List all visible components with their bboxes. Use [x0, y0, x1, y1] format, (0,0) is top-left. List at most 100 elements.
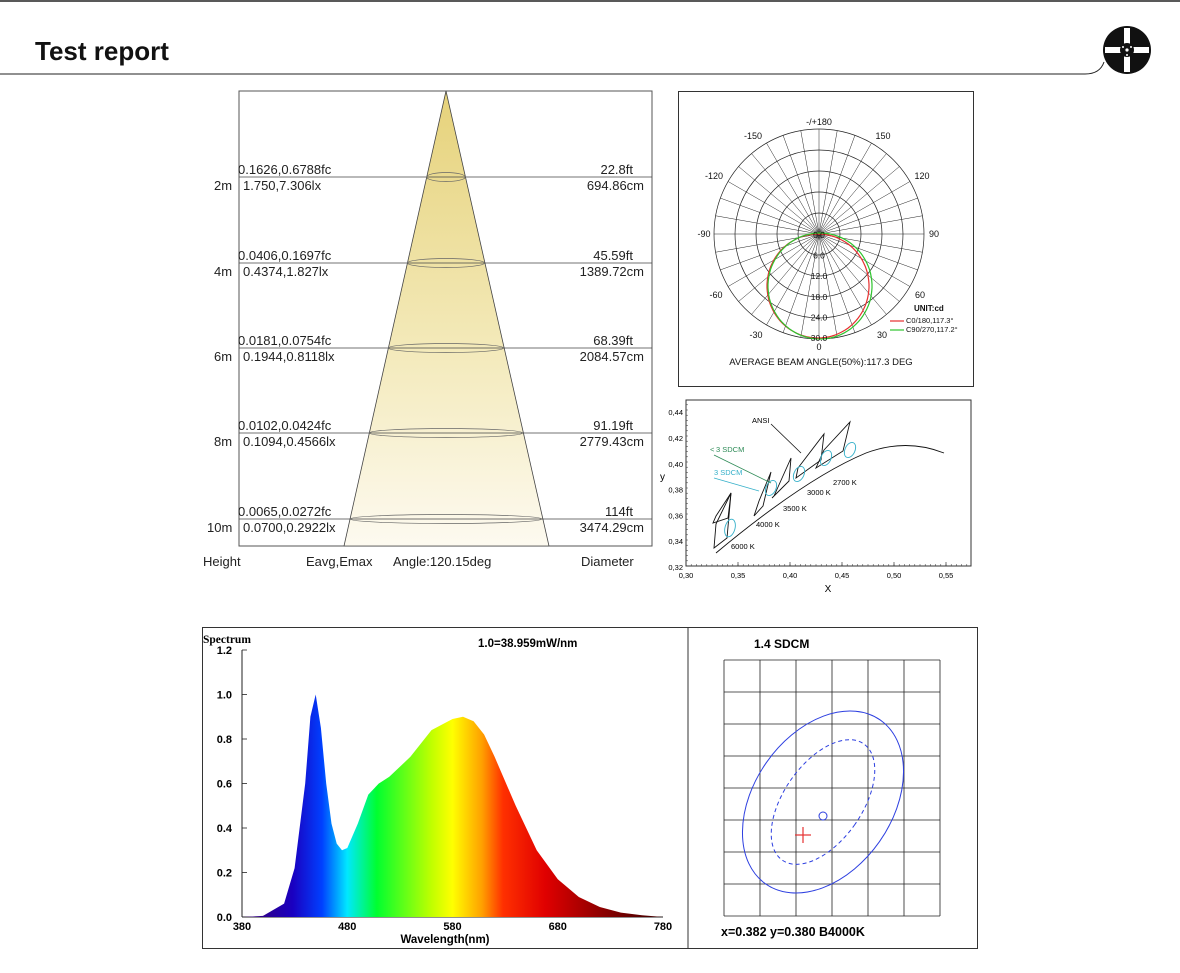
cie-cct-4000: 4000 K: [756, 520, 780, 529]
polar-radial-label: 30.0: [811, 333, 828, 343]
cie-y-tick: 0,36: [668, 511, 683, 520]
polar-angle-label: -90: [697, 229, 710, 239]
cie-label-sdcm-b: 3 SDCM: [714, 468, 742, 477]
polar-radial-label: 0.0: [813, 230, 825, 240]
polar-spoke: [782, 135, 820, 235]
polar-legend-c0: C0/180,117.3°: [906, 316, 953, 325]
polar-spoke: [738, 233, 820, 302]
cie-y-tick: 0,34: [668, 537, 683, 546]
polar-radial-label: 12.0: [811, 271, 828, 281]
cone-footer-diameter: Diameter: [581, 554, 634, 569]
polar-caption: AVERAGE BEAM ANGLE(50%):117.3 DEG: [729, 357, 912, 368]
cone-footer-eavg: Eavg,Emax: [306, 554, 373, 569]
sdcm-measured-point: [795, 827, 811, 843]
polar-angle-label: 60: [915, 290, 925, 300]
cone-illum-fc: 0.0102,0.0424fc: [238, 418, 332, 433]
polar-intensity-curve: [766, 233, 870, 339]
cone-illum-fc: 0.1626,0.6788fc: [238, 162, 332, 177]
sdcm-ellipse-inner: [770, 739, 876, 865]
polar-angle-label: -/+180: [806, 117, 832, 127]
cie-cct-6000: 6000 K: [731, 542, 755, 551]
page-title: Test report: [35, 36, 169, 66]
polar-spoke: [818, 135, 856, 235]
polar-diagram: -/+180 -150 150 -120 120 -90 90 -60 60 -30 30 0 0.0 6…: [678, 91, 974, 387]
polar-angle-label: 30: [877, 330, 887, 340]
cone-height-label: 4m: [214, 264, 232, 279]
cone-footer-height: Height: [203, 554, 241, 569]
polar-radial-label: 24.0: [811, 312, 828, 322]
polar-spoke: [818, 233, 887, 315]
cie-x-tick: 0,40: [783, 571, 798, 580]
spectrum-y-tick: 0.4: [217, 823, 233, 835]
polar-spoke: [818, 215, 923, 235]
polar-spoke: [782, 233, 820, 333]
header-rule: [0, 0, 1180, 75]
polar-angle-label: -60: [709, 290, 722, 300]
cie-ylabel: y: [660, 472, 665, 483]
polar-spoke: [800, 233, 820, 338]
cone-level-ellipse: [349, 514, 543, 524]
polar-spoke: [818, 142, 872, 235]
cone-height-label: 8m: [214, 434, 232, 449]
cie-xlabel: X: [825, 584, 832, 595]
cone-height-label: 6m: [214, 349, 232, 364]
spectrum-label: Spectrum: [203, 634, 251, 646]
cone-level-ellipse: [388, 343, 504, 353]
polar-legend-c90: C90/270,117.2°: [906, 325, 958, 334]
cie-label-sdcm-a-prefix: <: [710, 445, 715, 454]
polar-spoke: [818, 233, 918, 271]
spectrum-y-tick: 0.0: [217, 912, 232, 924]
spectrum-y-tick: 0.6: [217, 779, 232, 791]
polar-angle-label: 120: [914, 171, 929, 181]
sdcm-title: 1.4 SDCM: [754, 637, 809, 651]
spectrum-x-tick: 780: [654, 921, 672, 933]
polar-spoke: [766, 233, 820, 326]
cone-diam-cm: 2084.57cm: [580, 349, 644, 364]
cie-y-tick: 0,40: [668, 460, 683, 469]
polar-spoke: [720, 197, 820, 235]
cie-y-tick: 0,42: [668, 434, 683, 443]
sdcm-footer: x=0.382 y=0.380 B4000K: [721, 925, 865, 939]
spectrum-scale-note: 1.0=38.959mW/nm: [478, 638, 577, 650]
cone-illum-fc: 0.0065,0.0272fc: [238, 504, 332, 519]
cone-height-label: 10m: [207, 520, 232, 535]
cone-illum-lx: 0.1944,0.8118lx: [243, 349, 335, 364]
cone-diam-cm: 3474.29cm: [580, 520, 644, 535]
polar-spoke: [738, 166, 820, 235]
polar-spoke: [818, 166, 900, 235]
spectrum-x-tick: 580: [443, 921, 461, 933]
cone-diam-cm: 2779.43cm: [580, 434, 644, 449]
spectrum-panel: Spectrum 1.0=38.959mW/nm Wavelength(nm) …: [202, 627, 978, 949]
cie-cct-3500: 3500 K: [783, 504, 807, 513]
polar-radial-label: 6.0: [813, 251, 825, 261]
polar-angle-label: 150: [875, 131, 890, 141]
spectrum-y-tick: 1.2: [217, 645, 232, 657]
polar-spoke: [751, 153, 820, 235]
polar-intensity-curve: [767, 232, 873, 340]
cone-height-label: 2m: [214, 178, 232, 193]
spectrum-y-tick: 0.8: [217, 734, 232, 746]
cone-illum-fc: 0.0406,0.1697fc: [238, 248, 332, 263]
polar-angle-label: -120: [705, 171, 723, 181]
cone-level-ellipse: [426, 172, 466, 182]
cone-diam-cm: 694.86cm: [587, 178, 644, 193]
cone-diam-cm: 1389.72cm: [580, 264, 644, 279]
spectrum-x-tick: 680: [549, 921, 567, 933]
polar-unit: UNIT:cd: [914, 304, 944, 313]
spectrum-area: [242, 694, 663, 917]
polar-spoke: [818, 233, 911, 287]
spectrum-xlabel: Wavelength(nm): [400, 934, 489, 946]
cie-y-tick: 0,32: [668, 563, 683, 572]
cone-diam-ft: 45.59ft: [593, 248, 633, 263]
polar-spoke: [727, 181, 820, 235]
cone-diam-ft: 91.19ft: [593, 418, 633, 433]
polar-spoke: [818, 181, 911, 235]
sdcm-target-point: [818, 811, 828, 821]
polar-spoke: [818, 233, 900, 302]
polar-spoke: [766, 142, 820, 235]
spectrum-y-tick: 1.0: [217, 690, 232, 702]
cie-y-tick: 0,38: [668, 486, 683, 495]
spectrum-x-tick: 480: [338, 921, 356, 933]
cone-illum-lx: 0.1094,0.4566lx: [243, 434, 336, 449]
